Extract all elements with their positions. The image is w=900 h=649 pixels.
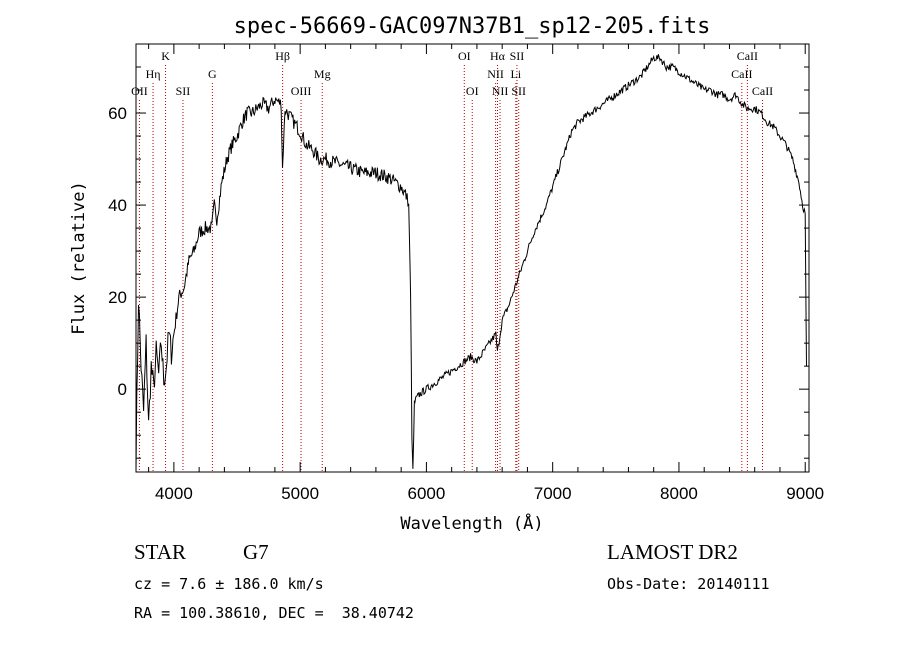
spectral-line-label: SII [510, 49, 525, 63]
spectral-line-label: K [161, 49, 170, 63]
x-tick-label: 7000 [534, 484, 572, 503]
spectral-line-label: NII [492, 84, 509, 98]
spectral-line-label: Hβ [275, 49, 290, 63]
y-axis-label: Flux (relative) [69, 181, 89, 335]
spectral-line-label: OIII [291, 84, 312, 98]
spectral-line-label: SII [176, 84, 191, 98]
y-tick-label: 0 [118, 380, 127, 399]
y-tick-label: 40 [108, 196, 127, 215]
x-axis-label: Wavelength (Å) [400, 512, 543, 534]
spectral-line-label: OI [466, 84, 479, 98]
spectral-line-label: CaII [731, 67, 752, 81]
x-tick-label: 5000 [281, 484, 319, 503]
spectral-line-label: Hη [146, 67, 161, 81]
plot-frame [135, 43, 810, 473]
spectrum-line [135, 54, 807, 473]
spectral-line-label: G [208, 67, 217, 81]
spectral-line-label: NII [487, 67, 504, 81]
spectral-line-label: Hα [490, 49, 506, 63]
object-class: STAR [134, 540, 186, 564]
y-tick-label: 60 [108, 104, 127, 123]
y-axis: 0 20 40 60 [108, 43, 809, 459]
x-tick-label: 6000 [407, 484, 445, 503]
spectral-line-label: Mg [314, 67, 331, 81]
spectral-line-label: CaII [737, 49, 758, 63]
spectral-line-label: OI [458, 49, 471, 63]
redshift-text: cz = 7.6 ± 186.0 km/s [134, 575, 324, 593]
x-tick-label: 4000 [155, 484, 193, 503]
spectral-line-label: SII [511, 84, 526, 98]
survey-name: LAMOST DR2 [607, 540, 738, 564]
x-tick-label: 9000 [786, 484, 824, 503]
x-tick-label: 8000 [660, 484, 698, 503]
object-subclass: G7 [243, 540, 269, 564]
x-axis: 4000 5000 6000 7000 8000 9000 [148, 44, 824, 503]
coordinates-text: RA = 100.38610, DEC = 38.40742 [134, 604, 414, 622]
spectral-line-label: Li [510, 67, 521, 81]
spectral-line-label: CaII [752, 84, 773, 98]
obs-date-text: Obs-Date: 20140111 [607, 575, 770, 593]
chart-title: spec-56669-GAC097N37B1_sp12-205.fits [234, 14, 711, 39]
y-tick-label: 20 [108, 288, 127, 307]
spectral-line-label: OII [131, 84, 148, 98]
